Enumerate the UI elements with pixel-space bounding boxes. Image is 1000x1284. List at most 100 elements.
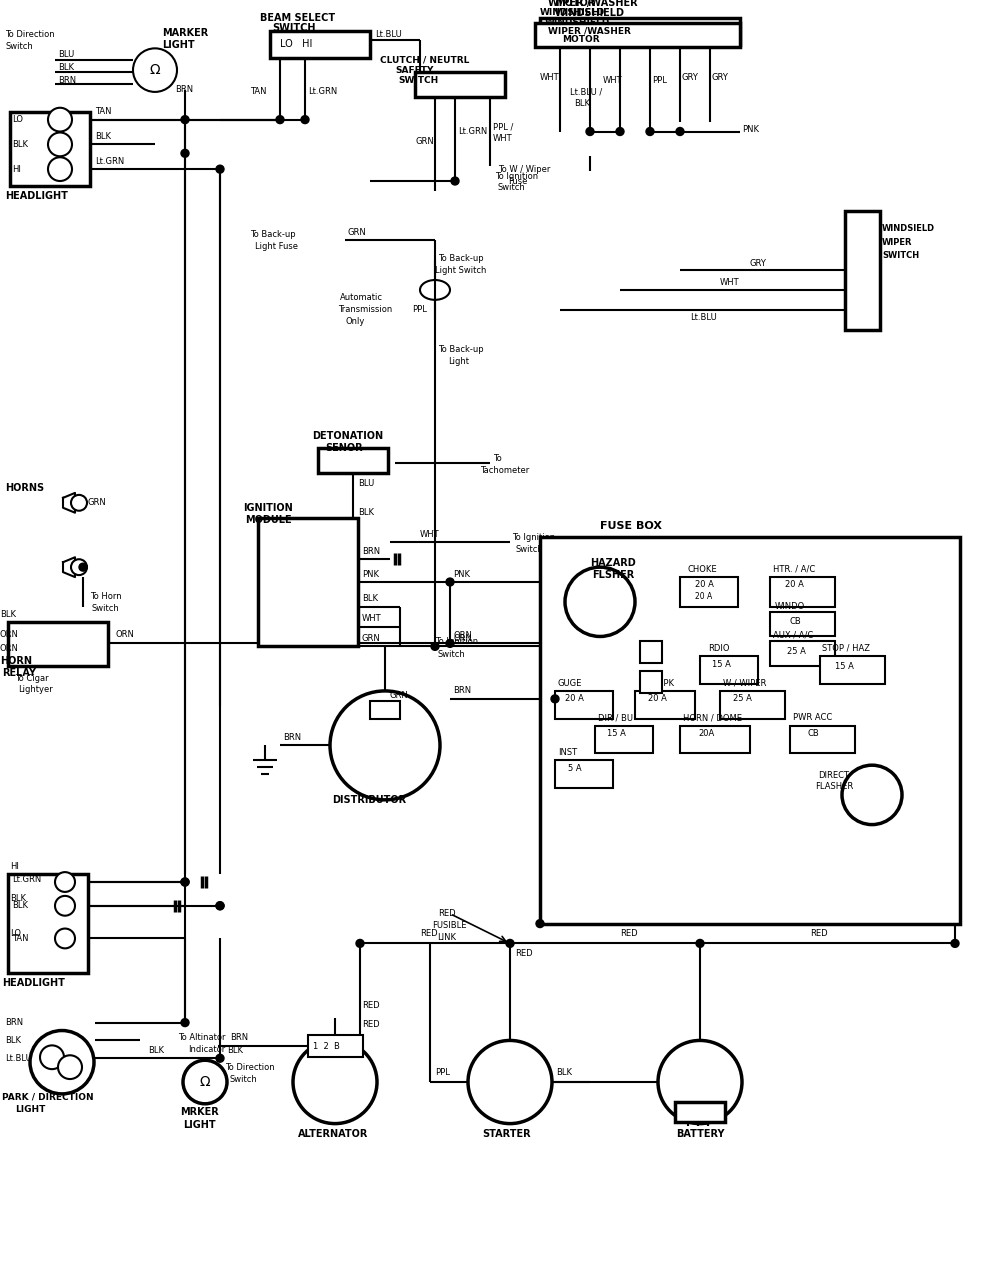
Text: BRN: BRN (5, 1018, 23, 1027)
Text: PPL: PPL (435, 1067, 450, 1076)
Bar (635, 691, 695, 719)
Text: Light Switch: Light Switch (435, 266, 486, 275)
Text: FUSIBLE: FUSIBLE (432, 921, 466, 930)
Text: BLK: BLK (10, 895, 26, 904)
Text: SWITCH: SWITCH (398, 76, 438, 85)
Text: LIGHT: LIGHT (15, 1106, 45, 1115)
Text: Switch: Switch (498, 184, 526, 193)
Circle shape (356, 940, 364, 948)
Text: TAN: TAN (95, 107, 112, 117)
Text: GRN: GRN (415, 137, 434, 146)
Text: 15 A: 15 A (607, 729, 626, 738)
Text: CHOKE: CHOKE (688, 565, 718, 574)
Text: 25 A: 25 A (787, 647, 806, 656)
Bar (720, 691, 785, 719)
Circle shape (181, 1018, 189, 1027)
Text: Fuse: Fuse (508, 176, 527, 185)
Text: RED: RED (420, 930, 438, 939)
Text: LO: LO (10, 930, 21, 939)
Text: 5 A: 5 A (568, 764, 582, 773)
Text: BRN: BRN (58, 76, 76, 85)
Bar (8, 621, 108, 666)
Text: Ω: Ω (200, 1075, 210, 1089)
Text: 20 A: 20 A (565, 695, 584, 704)
Text: 20A: 20A (698, 729, 714, 738)
Circle shape (451, 177, 459, 185)
Text: SWITCH: SWITCH (272, 23, 316, 32)
Bar (318, 448, 388, 473)
Text: To Ignition: To Ignition (435, 637, 478, 646)
Text: STARTER: STARTER (482, 1129, 531, 1139)
Bar (770, 642, 835, 666)
Text: To Back-up: To Back-up (438, 254, 484, 263)
Text: WIPER /WASHER: WIPER /WASHER (548, 27, 631, 36)
Bar (770, 577, 835, 607)
Text: PNK: PNK (742, 125, 759, 134)
Text: LO   HI: LO HI (280, 40, 312, 49)
Bar (595, 725, 653, 754)
Circle shape (506, 940, 514, 948)
Text: BATTERY: BATTERY (676, 1129, 724, 1139)
Text: To Ignition: To Ignition (495, 172, 538, 181)
Text: ORN: ORN (0, 630, 19, 639)
Text: LIGHT: LIGHT (162, 40, 195, 50)
Bar (845, 211, 880, 330)
Circle shape (58, 1055, 82, 1079)
Text: DIR / BU: DIR / BU (598, 713, 633, 722)
Text: BLK: BLK (12, 140, 28, 149)
Text: WHT: WHT (362, 614, 382, 623)
Circle shape (133, 49, 177, 92)
Circle shape (181, 878, 189, 886)
Circle shape (71, 560, 87, 575)
Text: To Cigar: To Cigar (15, 674, 49, 683)
Text: BLU: BLU (58, 50, 74, 59)
Text: MRKER: MRKER (180, 1107, 219, 1117)
Text: WINDSHIELD: WINDSHIELD (545, 18, 610, 27)
Text: BLK: BLK (556, 1067, 572, 1076)
Text: BRN: BRN (453, 687, 471, 696)
Text: Automatic: Automatic (340, 293, 383, 302)
Circle shape (301, 116, 309, 123)
Text: INST: INST (558, 747, 577, 756)
Text: RELAY: RELAY (2, 668, 36, 678)
Circle shape (55, 872, 75, 892)
Text: PPL /: PPL / (493, 122, 513, 131)
Text: RDIO: RDIO (708, 643, 730, 652)
Text: HORNS: HORNS (5, 483, 44, 493)
Text: PNK: PNK (362, 570, 379, 579)
Bar (675, 1102, 725, 1122)
Bar (10, 112, 90, 186)
Circle shape (55, 896, 75, 915)
Text: HI: HI (10, 862, 19, 871)
Text: 25 A: 25 A (733, 695, 752, 704)
Text: CB: CB (808, 729, 820, 738)
Text: DIRECT: DIRECT (818, 770, 849, 779)
Circle shape (276, 116, 284, 123)
Text: BRN: BRN (362, 547, 380, 556)
Text: GRN: GRN (88, 498, 107, 507)
Text: GRN: GRN (348, 229, 367, 238)
Text: WINDO: WINDO (775, 602, 805, 611)
Circle shape (616, 127, 624, 136)
Bar (258, 517, 358, 646)
Circle shape (842, 765, 902, 824)
Bar (308, 1035, 363, 1057)
Bar (540, 538, 960, 923)
Bar (415, 72, 505, 96)
Text: To Back-up: To Back-up (250, 230, 296, 239)
Text: MOTOR: MOTOR (562, 36, 600, 45)
Text: Transmission: Transmission (338, 306, 392, 315)
Bar (680, 577, 738, 607)
Bar (8, 874, 88, 973)
Circle shape (431, 642, 439, 650)
Text: To: To (493, 453, 502, 462)
Text: GRN: GRN (362, 634, 381, 643)
Text: WINDSHIELD: WINDSHIELD (555, 8, 625, 18)
Text: Lt.GRN: Lt.GRN (12, 874, 41, 883)
Bar (820, 656, 885, 684)
Text: PPL: PPL (412, 306, 427, 315)
Text: BLK: BLK (362, 594, 378, 603)
Text: RED: RED (362, 1002, 380, 1011)
Text: TAN: TAN (12, 933, 28, 942)
Text: 20 A: 20 A (695, 592, 712, 601)
